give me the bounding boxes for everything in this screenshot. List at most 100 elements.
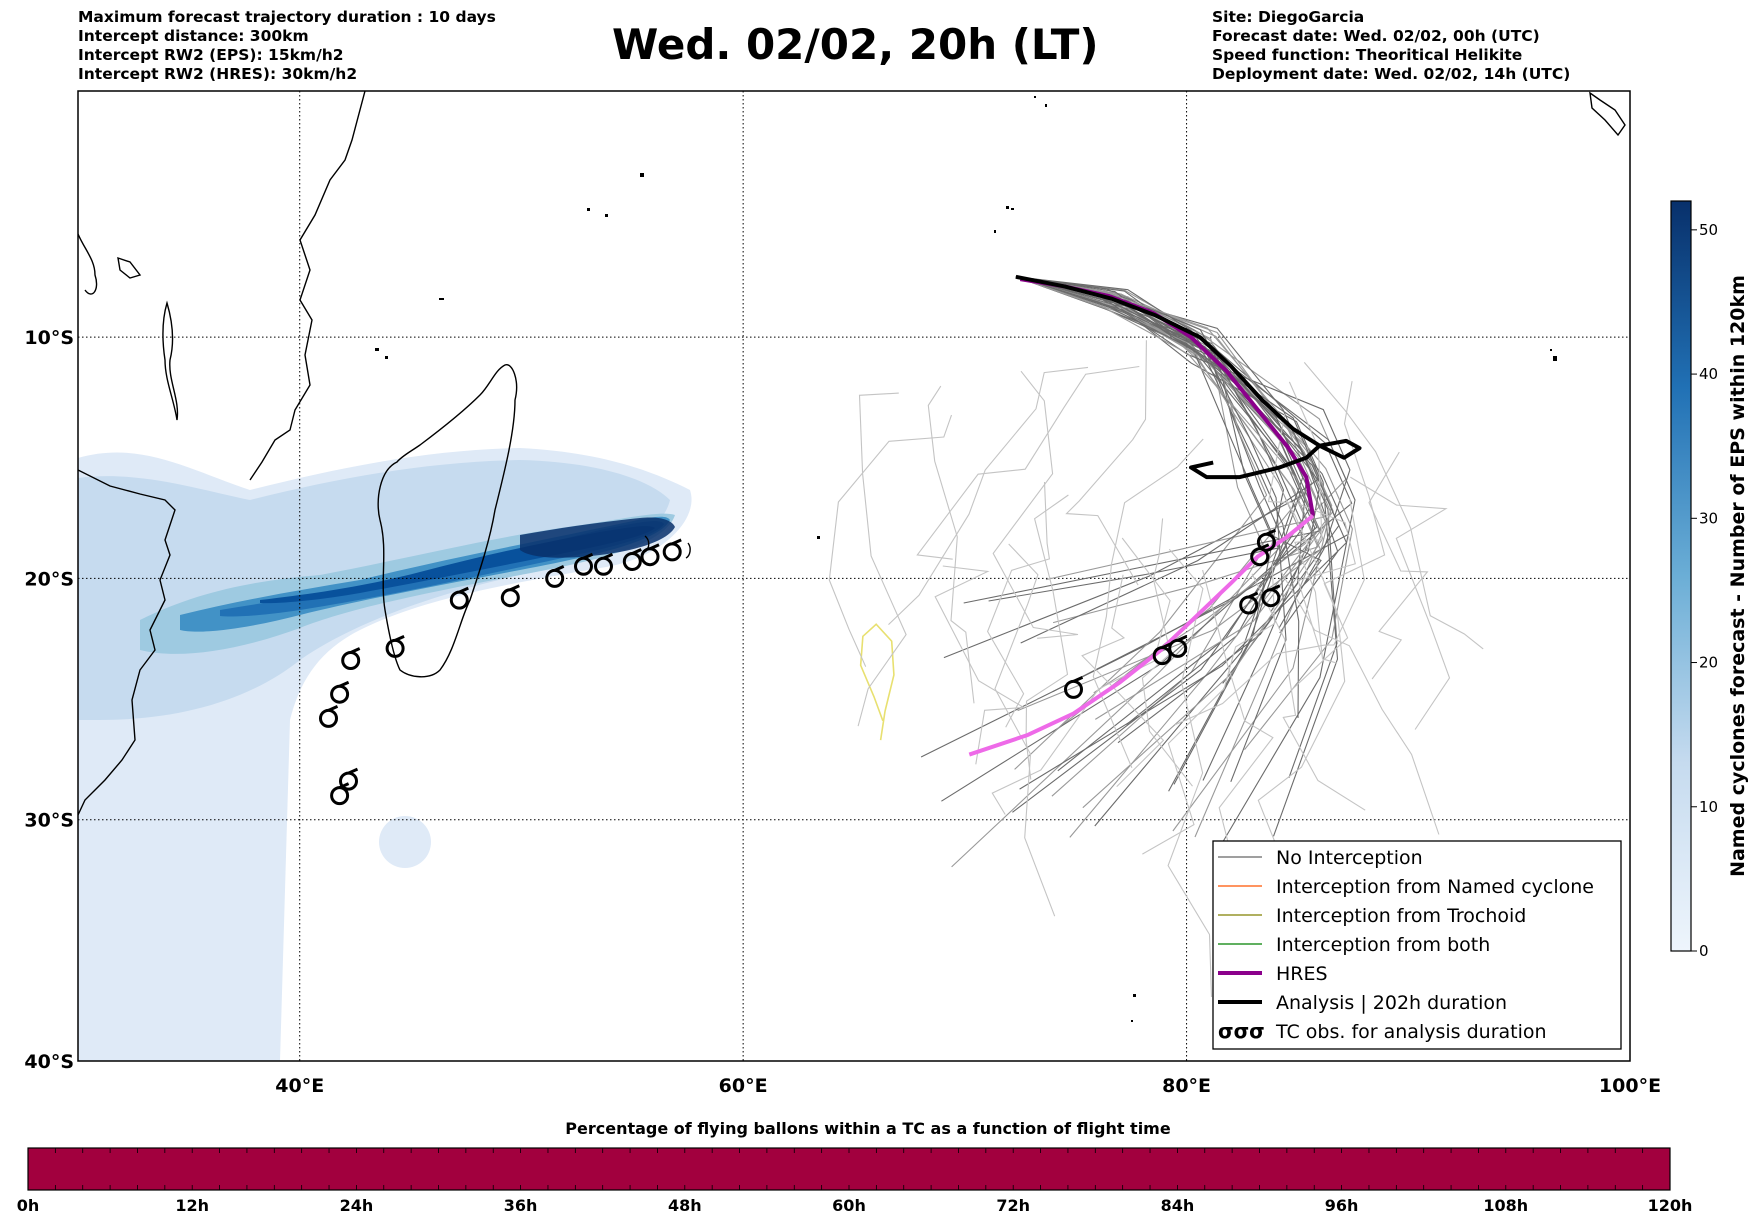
- eps-member-track-late: [916, 365, 1140, 560]
- colorbar-tick-label: 20: [1699, 654, 1718, 672]
- latitude-labels: 10°S 20°S 30°S 40°S: [24, 327, 74, 1073]
- eps-member-track-late: [934, 565, 1026, 765]
- eps-member-track-late: [927, 385, 975, 704]
- tc-observations: [319, 528, 1281, 806]
- tc-tail: [1265, 528, 1277, 536]
- eps-member-track-late: [1142, 563, 1276, 855]
- longitude-labels: 40°E 60°E 80°E 100°E: [275, 1075, 1661, 1097]
- graticule: [78, 91, 1630, 1061]
- time-tick-label: 24h: [340, 1196, 374, 1215]
- analysis-track: [1015, 274, 1362, 480]
- colorbar-tick-label: 30: [1699, 509, 1718, 527]
- info-line: Speed function: Theoritical Helikite: [1212, 46, 1523, 64]
- analysis-line: [1015, 274, 1362, 480]
- tc-tail: [631, 548, 642, 555]
- eps-member-track-late: [1280, 571, 1440, 835]
- legend-label: Analysis | 202h duration: [1276, 992, 1507, 1014]
- tc-tail: [347, 767, 359, 775]
- legend-label: Interception from both: [1276, 934, 1490, 956]
- eps-member-track-late: [986, 481, 1051, 728]
- info-line: Deployment date: Wed. 02/02, 14h (UTC): [1212, 65, 1571, 83]
- legend-label: HRES: [1276, 963, 1328, 985]
- time-tick-label: 48h: [668, 1196, 702, 1215]
- eps-member-track: [1015, 276, 1326, 581]
- eps-member-track-late: [1025, 494, 1069, 780]
- longitude-label: 100°E: [1599, 1075, 1661, 1097]
- eps-member-track-late: [1081, 574, 1165, 787]
- tc-symbol: [545, 565, 565, 588]
- time-bar-panel: Percentage of flying ballons within a TC…: [17, 1119, 1693, 1215]
- tc-symbol: [640, 543, 660, 567]
- eps-member-tracks: [828, 276, 1484, 998]
- tc-symbol: [1239, 591, 1259, 615]
- eps-member-track: [1015, 276, 1321, 644]
- page-title: Wed. 02/02, 20h (LT): [612, 20, 1099, 69]
- time-bar-ticks: 0h 12h 24h 36h 48h 60h 72h 84h 96h 108h 120h: [17, 1196, 1693, 1215]
- cyclone-density-field: [78, 448, 692, 1061]
- tc-symbol: [500, 584, 520, 608]
- colorbar-tick-label: 0: [1699, 942, 1709, 960]
- info-line: Intercept distance: 300km: [78, 27, 309, 45]
- time-tick-label: 120h: [1648, 1196, 1693, 1215]
- tc-tail: [582, 552, 594, 560]
- longitude-label: 60°E: [719, 1075, 768, 1097]
- info-line: Intercept RW2 (HRES): 30km/h2: [78, 65, 358, 83]
- tc-tail: [671, 538, 682, 546]
- eps-member-track: [1014, 276, 1268, 770]
- eps-member-track-late: [1368, 451, 1429, 680]
- tc-tail: [554, 565, 565, 572]
- legend-label: Interception from Named cyclone: [1276, 876, 1594, 898]
- eps-member-track: [1015, 276, 1324, 809]
- colorbar-label: Named cyclones forecast - Number of EPS …: [1727, 275, 1749, 877]
- eps-member-track-late: [857, 392, 907, 727]
- tc-symbol: [1261, 584, 1281, 608]
- tc-legend-icon: σσσ: [1218, 1019, 1265, 1043]
- colorbar-gradient: [1670, 200, 1692, 952]
- eps-member-track: [1015, 276, 1353, 751]
- longitude-label: 40°E: [275, 1075, 324, 1097]
- tc-tail: [327, 705, 339, 712]
- tc-tail: [509, 584, 520, 592]
- tc-tail: [649, 543, 660, 551]
- eps-member-track-late: [1174, 498, 1365, 726]
- tc-symbol: [339, 767, 359, 791]
- longitude-label: 80°E: [1162, 1075, 1211, 1097]
- legend-box: [1212, 840, 1622, 1050]
- tc-tail: [602, 552, 614, 560]
- colorbar: 0 10 20 30 40 50 Named cyclones forecast - Nu…: [1670, 200, 1749, 960]
- tc-symbol: [330, 680, 350, 704]
- coastlines: [78, 91, 1626, 816]
- latitude-label: 40°S: [24, 1051, 74, 1073]
- eps-member-track-late: [994, 543, 1056, 917]
- colorbar-ticks: 0 10 20 30 40 50: [1691, 221, 1718, 960]
- eps-member-track-late: [1350, 476, 1451, 730]
- legend-label: Interception from Trochoid: [1276, 905, 1526, 927]
- latitude-label: 10°S: [24, 327, 74, 349]
- time-tick-label: 96h: [1325, 1196, 1359, 1215]
- tc-tail: [1177, 635, 1188, 642]
- tc-symbol: [594, 552, 614, 576]
- time-tick-label: 72h: [996, 1196, 1030, 1215]
- latitude-label: 20°S: [24, 568, 74, 590]
- eps-member-track-late: [1267, 413, 1356, 654]
- eps-member-track-late: [1257, 499, 1346, 842]
- time-tick-label: 12h: [175, 1196, 209, 1215]
- time-bar: [27, 1147, 1671, 1191]
- eps-member-track: [1015, 276, 1334, 838]
- info-line: Maximum forecast trajectory duration : 1…: [78, 8, 496, 26]
- map-frame: [77, 90, 1631, 1062]
- time-bar-minor-ticks: [27, 1148, 1671, 1190]
- eps-member-track: [963, 276, 1321, 604]
- time-bar-title: Percentage of flying ballons within a TC…: [565, 1119, 1171, 1138]
- tc-tail: [458, 586, 469, 594]
- map-area: [78, 91, 1630, 1061]
- time-tick-label: 84h: [1161, 1196, 1195, 1215]
- eps-member-track-late: [828, 414, 953, 667]
- eps-member-track-late: [1065, 340, 1147, 586]
- time-tick-label: 0h: [17, 1196, 40, 1215]
- latitude-label: 30°S: [24, 810, 74, 832]
- tc-tail: [338, 680, 350, 688]
- small-islands: [375, 96, 1557, 1022]
- tc-symbol: [449, 586, 469, 610]
